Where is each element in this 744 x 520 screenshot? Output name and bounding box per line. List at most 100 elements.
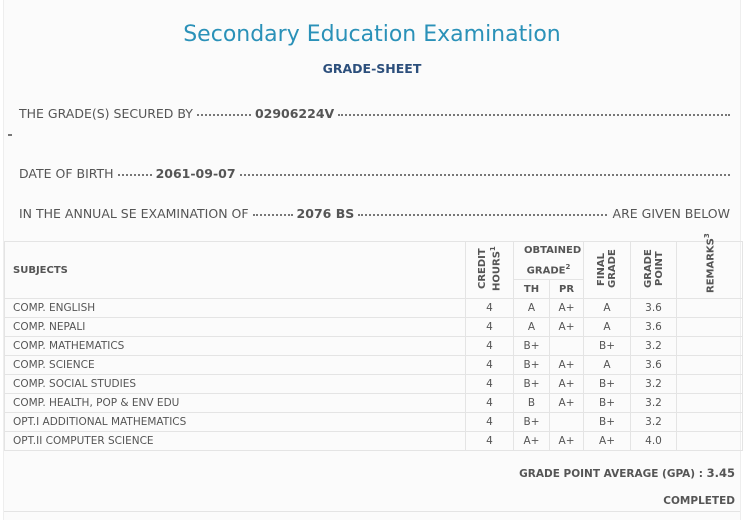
row: OPT.II COMPUTER SCIENCE 4 A+ A+ A+ 4.0 (4, 431, 744, 452)
header: FINAL GRADE (583, 240, 632, 300)
header: TH (513, 279, 550, 300)
cell: 3.6 (630, 298, 678, 319)
header: PR (548, 279, 585, 300)
row: COMP. SCIENCE 4 B+ A+ A 3.6 (4, 355, 744, 376)
divider (4, 511, 740, 512)
footnote: 2 (565, 263, 571, 271)
cell: 3.6 (630, 317, 678, 338)
cell: B+ (583, 336, 632, 357)
remarks-cell (676, 317, 744, 338)
title: Secondary Education Examination (183, 22, 561, 47)
cell: A+ (548, 317, 585, 338)
header: SUBJECTS (4, 240, 466, 300)
dots (252, 214, 293, 216)
dob-line: DATE OF BIRTH 2061-09-07 (19, 166, 730, 181)
grade-table: SUBJECTS CREDIT HOURS1 OBTAINED GRADE2 F… (4, 233, 744, 452)
cell: B+ (513, 355, 550, 376)
cell: A+ (548, 431, 585, 452)
symbol-no: 02906224V (254, 106, 335, 121)
cell: A (583, 298, 632, 319)
gpa-value: 3.45 (706, 466, 735, 480)
cell: A+ (513, 431, 550, 452)
cell: 4 (465, 374, 514, 395)
cell: A+ (548, 374, 585, 395)
footnote: 3 (703, 232, 712, 238)
cell: B+ (513, 336, 550, 357)
cell: B+ (583, 374, 632, 395)
row: COMP. SOCIAL STUDIES 4 B+ A+ B+ 3.2 (4, 374, 744, 395)
subject: OPT.II COMPUTER SCIENCE (4, 431, 466, 452)
cell: B+ (513, 412, 550, 433)
dob: 2061-09-07 (155, 166, 236, 181)
row: COMP. MATHEMATICS 4 B+ B+ 3.2 (4, 336, 744, 357)
row: COMP. ENGLISH 4 A A+ A 3.6 (4, 298, 744, 319)
cell: A+ (583, 431, 632, 452)
cell: B+ (583, 393, 632, 414)
subject: COMP. HEALTH, POP & ENV EDU (4, 393, 466, 414)
dots (117, 174, 152, 176)
remarks-cell (676, 393, 744, 414)
subtitle: GRADE-SHEET (322, 61, 422, 76)
cell (548, 336, 585, 357)
dots (239, 174, 730, 176)
header-text: CREDIT HOURS (476, 248, 503, 292)
label: DATE OF BIRTH (19, 166, 114, 181)
cell: B (513, 393, 550, 414)
exam-year: 2076 BS (296, 206, 355, 221)
header: GRADE POINT (630, 240, 678, 300)
cell: A+ (548, 355, 585, 376)
dots (358, 214, 607, 216)
cell: A (513, 317, 550, 338)
row: COMP. NEPALI 4 A A+ A 3.6 (4, 317, 744, 338)
header: OBTAINED GRADE2 (512, 240, 585, 281)
gpa-label: GRADE POINT AVERAGE (GPA) : (519, 468, 703, 480)
subject: COMP. NEPALI (4, 317, 466, 338)
remarks-cell (676, 412, 744, 433)
subject: OPT.I ADDITIONAL MATHEMATICS (4, 412, 466, 433)
subject: COMP. SOCIAL STUDIES (4, 374, 466, 395)
cell: 4 (465, 317, 514, 338)
cell: 3.2 (630, 412, 678, 433)
row: COMP. HEALTH, POP & ENV EDU 4 B A+ B+ 3.2 (4, 393, 744, 414)
cell: 3.2 (630, 336, 678, 357)
cell: A+ (548, 298, 585, 319)
cell: B+ (583, 412, 632, 433)
subject: COMP. MATHEMATICS (4, 336, 466, 357)
gpa: GRADE POINT AVERAGE (GPA) : 3.45 (519, 466, 735, 480)
cell: 4 (465, 298, 514, 319)
remarks-cell (676, 374, 744, 395)
dots (338, 114, 730, 116)
cell: 4 (465, 336, 514, 357)
remarks-cell (676, 431, 744, 452)
remarks-cell (676, 336, 744, 357)
cell: 4 (465, 393, 514, 414)
header-text: OBTAINED GRADE (524, 245, 582, 277)
cell: B+ (513, 374, 550, 395)
cell (548, 412, 585, 433)
cell: A (583, 355, 632, 376)
cell: 4.0 (630, 431, 678, 452)
given: ARE GIVEN BELOW (612, 206, 730, 221)
header: REMARKS3 (676, 233, 744, 300)
footnote: 1 (488, 246, 497, 252)
header-text: GRADE POINT (642, 249, 665, 289)
label: THE GRADE(S) SECURED BY (19, 106, 193, 121)
remarks-cell (676, 298, 744, 319)
header-text: FINAL GRADE (596, 249, 619, 289)
cell: A (583, 317, 632, 338)
dots (8, 134, 12, 136)
label: IN THE ANNUAL SE EXAMINATION OF (19, 206, 249, 221)
subject: COMP. ENGLISH (4, 298, 466, 319)
cell: 4 (465, 431, 514, 452)
cell: A+ (548, 393, 585, 414)
dots (196, 114, 251, 116)
subject: COMP. SCIENCE (4, 355, 466, 376)
cell: 3.2 (630, 374, 678, 395)
remarks-cell (676, 355, 744, 376)
spacer (5, 451, 743, 452)
secured-line: THE GRADE(S) SECURED BY 02906224V (19, 106, 730, 121)
grade-sheet: Secondary Education Examination GRADE-SH… (3, 0, 744, 520)
cell: 3.6 (630, 355, 678, 376)
cell: A (513, 298, 550, 319)
